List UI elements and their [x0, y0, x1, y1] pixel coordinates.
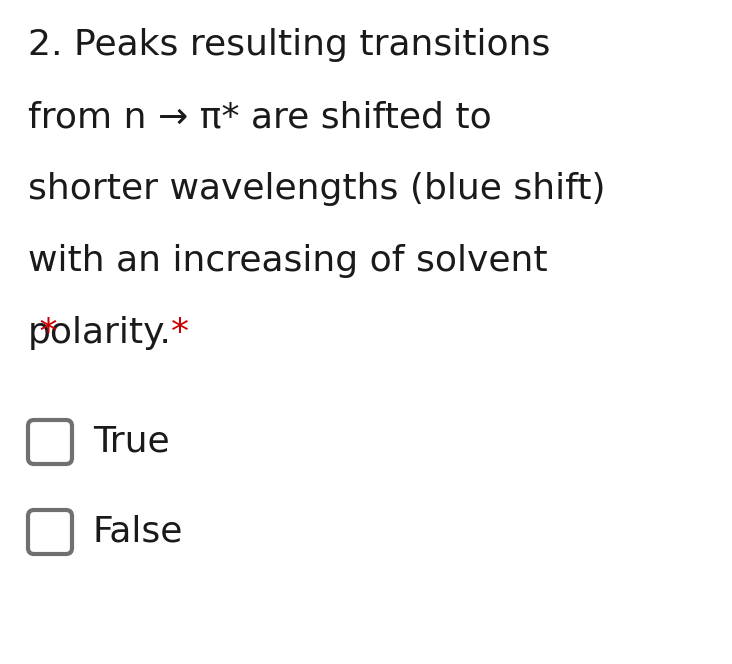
Text: *: * [171, 316, 189, 350]
Text: shorter wavelengths (blue shift): shorter wavelengths (blue shift) [28, 172, 605, 206]
Text: 2. Peaks resulting transitions: 2. Peaks resulting transitions [28, 28, 550, 62]
FancyBboxPatch shape [28, 510, 72, 554]
Text: *: * [28, 316, 58, 350]
Text: with an increasing of solvent: with an increasing of solvent [28, 244, 548, 278]
Text: from n → π* are shifted to: from n → π* are shifted to [28, 100, 492, 134]
Text: True: True [93, 425, 170, 459]
Text: False: False [93, 515, 184, 549]
Text: polarity.: polarity. [28, 316, 172, 350]
FancyBboxPatch shape [28, 420, 72, 464]
